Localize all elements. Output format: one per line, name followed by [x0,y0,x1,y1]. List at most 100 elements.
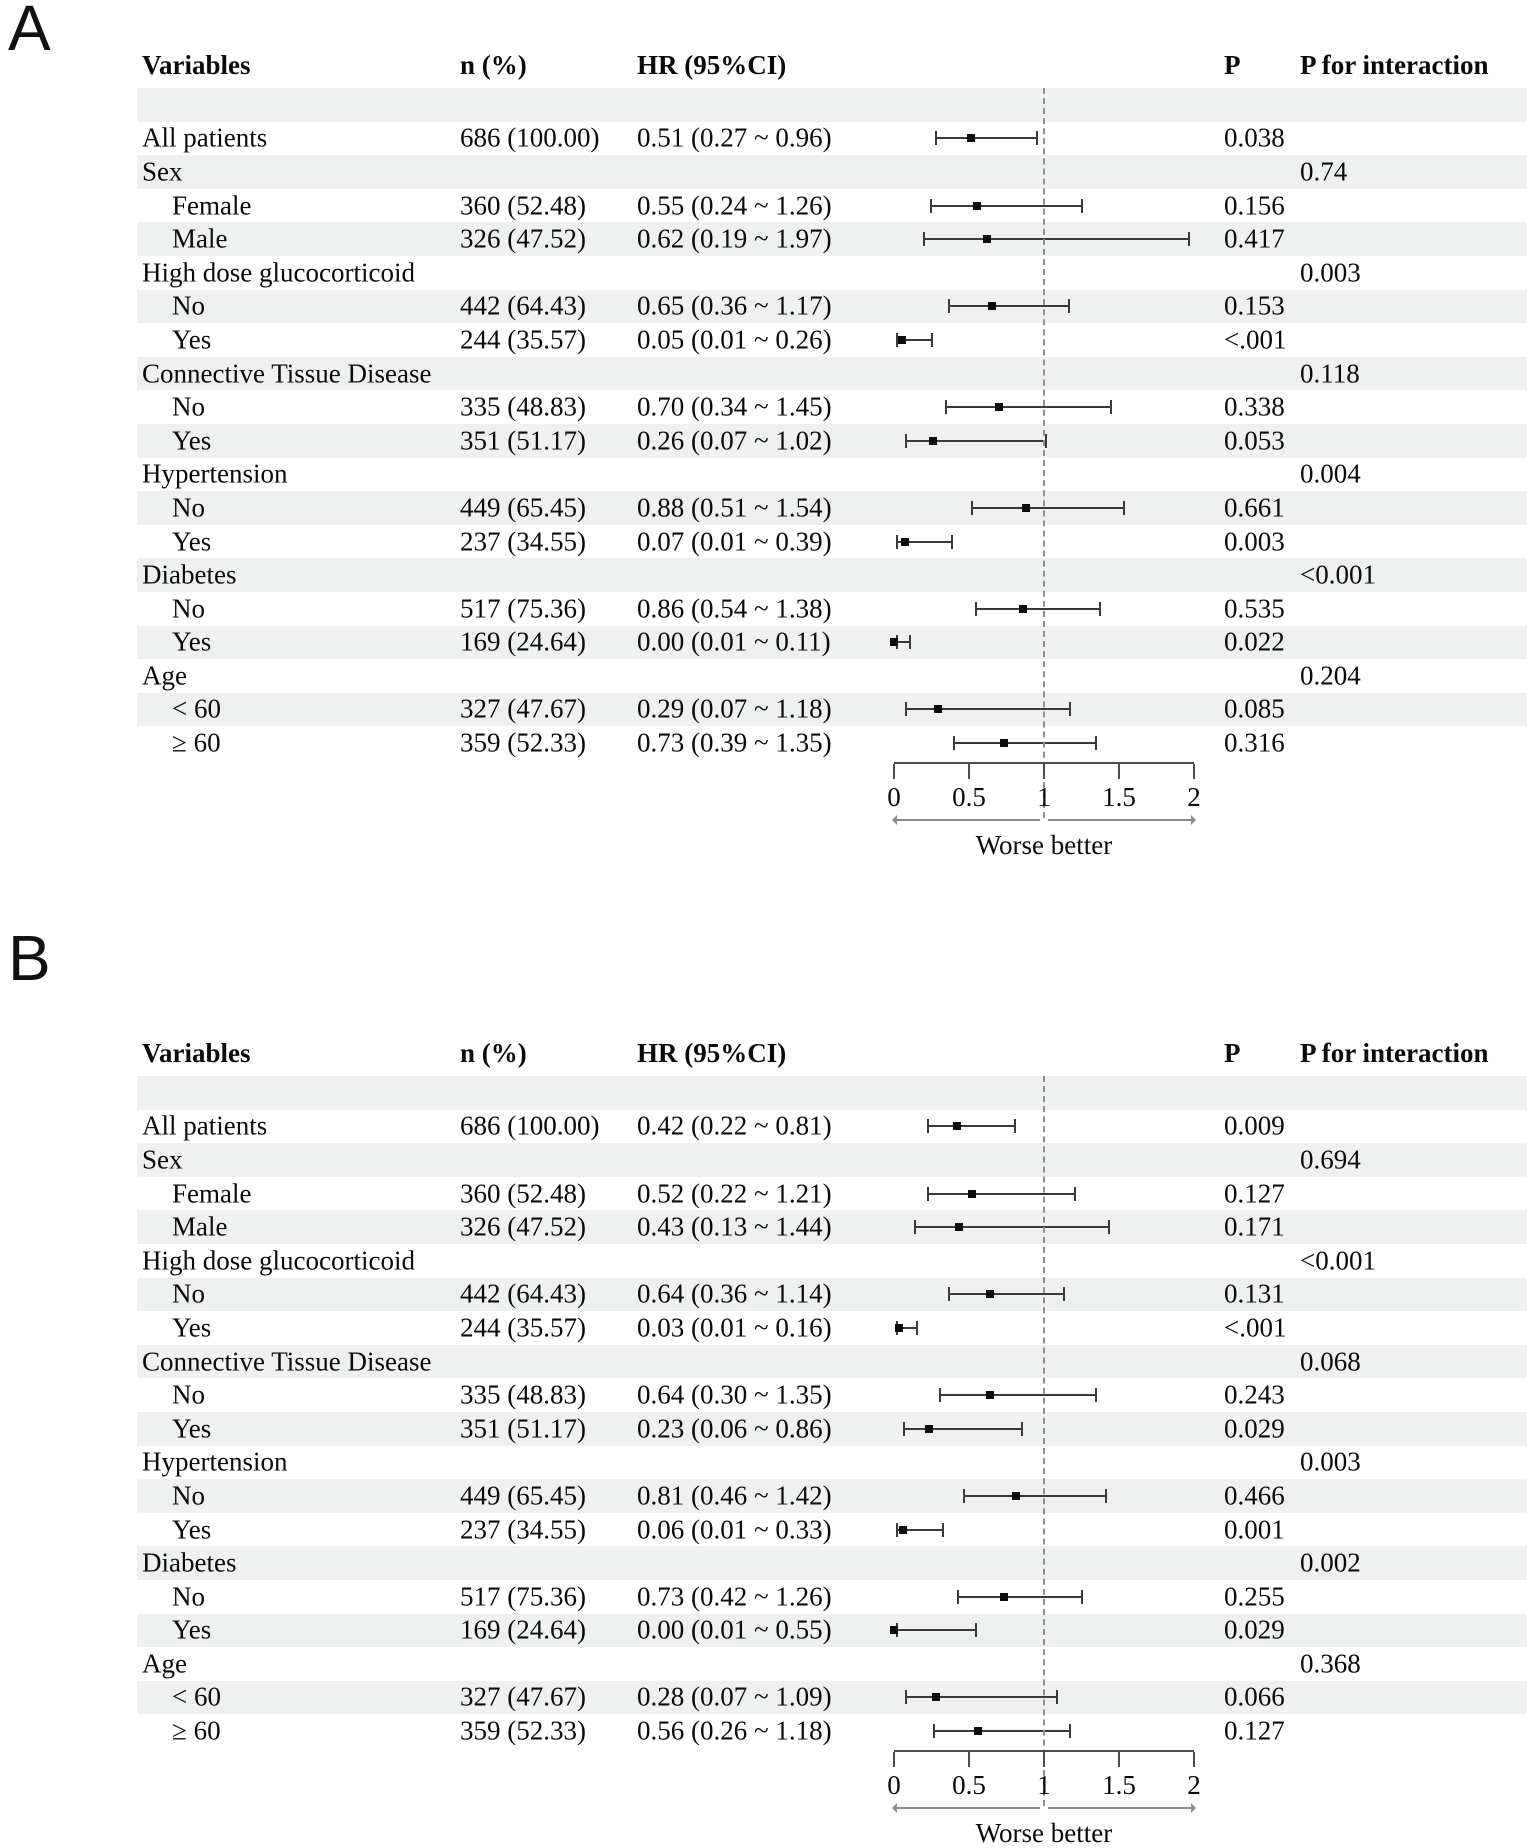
axis-tick [1118,764,1120,779]
hr-point-marker [1019,604,1027,613]
axis-arrows [892,814,1196,826]
forest-row [137,1076,1527,1110]
forest-row: Diabetes <0.001 [137,558,1527,592]
axis-tick-label: 1.5 [1102,1770,1136,1800]
row-variable-label: Age [142,1648,187,1679]
ci-plot [894,726,1194,760]
ci-cap-right [1067,299,1070,314]
ci-plot [894,1714,1194,1748]
axis-tick-label: 0.5 [952,782,986,812]
ci-cap-left [904,1690,907,1705]
row-n-value: 244 (35.57) [460,324,586,355]
hr-point-marker [987,302,996,311]
ci-cap-right [908,635,911,650]
row-p-value: <.001 [1224,324,1287,355]
column-header-p: P [1224,50,1241,80]
ci-error-bar [895,641,911,644]
row-p-interaction-value: 0.694 [1300,1144,1361,1175]
ci-plot [894,290,1194,324]
row-hr-ci-text: 0.62 (0.19 ~ 1.97) [637,223,832,254]
ci-error-bar [903,1427,1023,1430]
row-p-value: <.001 [1224,1312,1287,1343]
forest-table-a: Variables n (%) HR (95%CI) P P for inter… [137,40,1527,859]
ci-plot [894,1278,1194,1312]
ci-error-bar [927,1125,1016,1128]
row-p-interaction-value: 0.003 [1300,257,1361,288]
hr-point-marker [894,1323,903,1332]
ci-cap-left [895,534,898,549]
ci-cap-left [895,1522,898,1537]
ci-error-bar [975,607,1101,610]
ci-error-bar [913,1226,1110,1229]
ci-cap-right [1105,1488,1107,1503]
forest-row: < 60 327 (47.67) 0.28 (0.07 ~ 1.09) 0.066 [137,1680,1527,1715]
row-hr-ci-text: 0.28 (0.07 ~ 1.09) [637,1681,832,1712]
axis-tick-label: 0 [887,782,901,812]
ci-plot [894,323,1194,357]
ci-cap-left [970,500,973,515]
column-header-n: n (%) [460,50,527,80]
row-p-interaction-value: 0.003 [1300,1446,1361,1477]
ci-plot [894,491,1194,525]
row-p-value: 0.009 [1224,1110,1285,1141]
row-p-value: 0.003 [1224,526,1285,557]
row-n-value: 360 (52.48) [460,190,586,221]
row-variable-label: Connective Tissue Disease [142,358,432,389]
row-p-value: 0.466 [1224,1480,1285,1511]
row-n-value: 326 (47.52) [460,1211,586,1242]
ci-error-bar [934,137,1038,140]
ci-error-bar [895,1528,944,1531]
forest-row: Sex 0.74 [137,155,1527,189]
forest-row: Female 360 (52.48) 0.52 (0.22 ~ 1.21) 0.127 [137,1177,1527,1211]
ci-plot [894,1210,1194,1244]
hr-axis: 0 0.5 1 1.5 2 Worse better [887,762,1201,859]
ci-plot [894,1681,1194,1715]
forest-row: Yes 351 (51.17) 0.26 (0.07 ~ 1.02) 0.053 [137,423,1527,458]
row-variable-label: Yes [172,526,212,557]
row-p-value: 0.053 [1224,425,1285,456]
row-n-value: 327 (47.67) [460,1681,586,1712]
ci-cap-left [904,433,907,448]
row-p-interaction-value: 0.002 [1300,1547,1361,1578]
ci-cap-left [948,299,950,314]
ci-cap-right [1073,1186,1076,1201]
row-hr-ci-text: 0.43 (0.13 ~ 1.44) [637,1211,832,1242]
row-variable-label: ≥ 60 [172,727,221,758]
ci-cap-right [1045,433,1047,448]
worse-direction-arrow [892,815,1040,825]
row-hr-ci-text: 0.64 (0.30 ~ 1.35) [637,1379,832,1410]
ci-cap-left [927,1119,929,1134]
ci-cap-right [1021,1421,1023,1436]
row-variable-label: Female [172,190,252,221]
ci-cap-left [904,702,907,717]
row-n-value: 351 (51.17) [460,425,586,456]
row-p-value: 0.029 [1224,1614,1285,1645]
forest-row: High dose glucocorticoid 0.003 [137,256,1527,290]
ci-cap-right [950,534,953,549]
row-variable-label: < 60 [172,1681,221,1712]
ci-plot [894,592,1194,626]
forest-row: Age 0.204 [137,659,1527,693]
ci-cap-right [1069,1724,1071,1739]
row-variable-label: Age [142,660,187,691]
row-p-value: 0.127 [1224,1178,1285,1209]
forest-row [137,88,1527,122]
forest-row: ≥ 60 359 (52.33) 0.73 (0.39 ~ 1.35) 0.316 [137,726,1527,760]
row-variable-label: All patients [142,122,268,153]
hr-point-marker [932,1693,940,1702]
row-p-interaction-value: <0.001 [1300,559,1376,590]
panel-b-label: B [8,922,51,994]
row-p-value: 0.338 [1224,391,1285,422]
row-p-value: 0.001 [1224,1514,1285,1545]
row-p-value: 0.171 [1224,1211,1285,1242]
forest-row: Yes 237 (34.55) 0.06 (0.01 ~ 0.33) 0.001 [137,1513,1527,1547]
ci-cap-right [1108,1220,1110,1235]
axis-tick [968,764,970,779]
row-n-value: 237 (34.55) [460,526,586,557]
ci-cap-left [945,400,947,415]
row-hr-ci-text: 0.73 (0.39 ~ 1.35) [637,727,832,758]
ci-cap-right [974,1623,977,1638]
column-header-p-interaction: P for interaction [1300,1038,1489,1068]
forest-row: Hypertension 0.004 [137,458,1527,492]
